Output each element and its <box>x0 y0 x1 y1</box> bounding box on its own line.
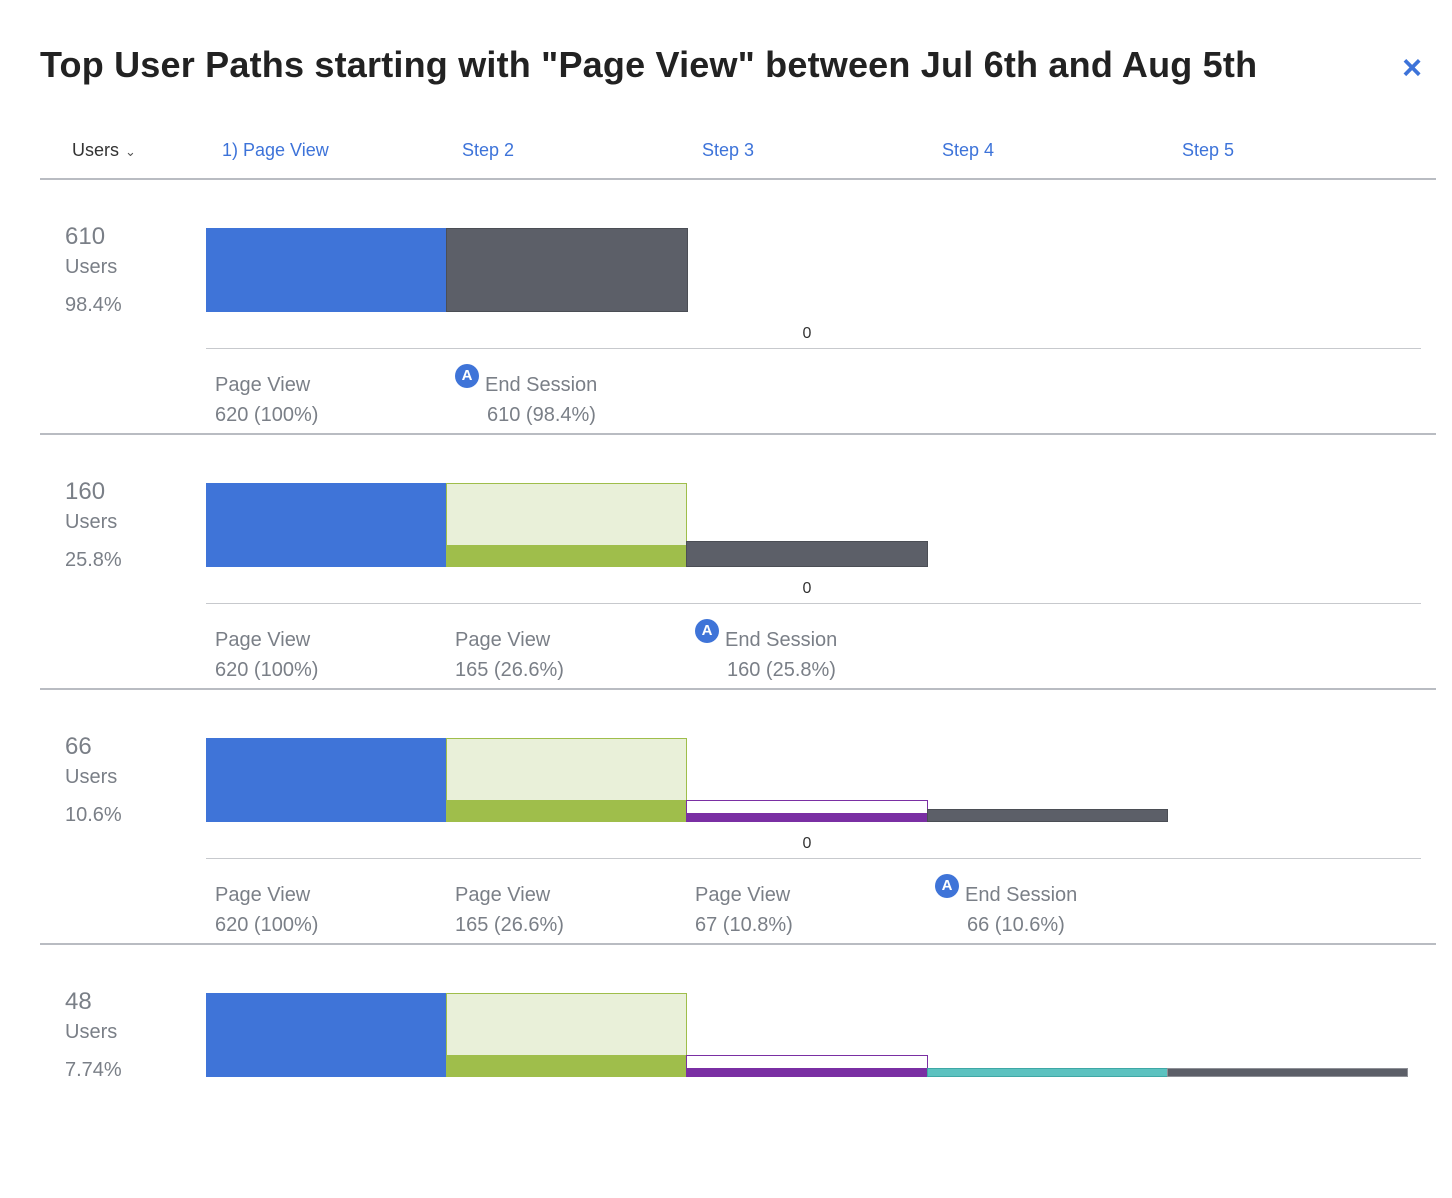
step-header-3[interactable]: Step 3 <box>702 140 755 160</box>
step-label: Page View 165 (26.6%) <box>455 625 564 685</box>
step-name: Page View <box>215 884 311 906</box>
path-stats: 610 Users 98.4% <box>65 222 122 320</box>
path-users-label: Users <box>65 766 118 788</box>
axis-zero-label: 0 <box>802 835 812 852</box>
step-name: End Session <box>485 374 598 396</box>
bar-page-view-step-1[interactable] <box>206 483 446 567</box>
bar-page-view-step-3-fill <box>686 813 928 822</box>
step-name: Page View <box>695 884 791 906</box>
step-value: 620 (100%) <box>215 404 319 426</box>
path-users-label: Users <box>65 1021 118 1043</box>
step-label: Page View 67 (10.8%) <box>695 880 793 940</box>
step-value: 160 (25.8%) <box>727 659 836 681</box>
amplitude-icon: A <box>935 874 959 898</box>
bar-page-view-step-3-fill <box>686 1068 928 1077</box>
close-icon[interactable]: × <box>1402 49 1422 87</box>
bar-end-session[interactable] <box>1167 1068 1408 1077</box>
step-name: Page View <box>215 629 311 651</box>
step-label-end-session: A End Session 160 (25.8%) <box>695 619 838 685</box>
step-label-end-session: A End Session 610 (98.4%) <box>455 364 598 430</box>
path-users-count: 66 <box>65 733 92 760</box>
bar-page-view-step-1[interactable] <box>206 228 446 312</box>
path-percent: 10.6% <box>65 804 122 826</box>
step-name: End Session <box>725 629 838 651</box>
bar-end-session[interactable] <box>927 809 1168 822</box>
path-users-count: 610 <box>65 223 106 250</box>
step-value: 610 (98.4%) <box>487 404 596 426</box>
step-label-end-session: A End Session 66 (10.6%) <box>935 874 1078 940</box>
bar-page-view-step-1[interactable] <box>206 738 446 822</box>
step-name: Page View <box>455 629 551 651</box>
path-percent: 98.4% <box>65 294 122 316</box>
metric-label: Users <box>72 140 120 160</box>
bar-step-4[interactable] <box>927 1068 1168 1077</box>
bar-end-session[interactable] <box>686 541 928 567</box>
bar-page-view-step-1[interactable] <box>206 993 446 1077</box>
bar-page-view-step-2-fill <box>446 545 687 567</box>
step-name: Page View <box>455 884 551 906</box>
path-row[interactable]: 66 Users 10.6% 0 Page View 620 (100%) Pa… <box>40 688 1436 945</box>
axis-line <box>206 603 1421 604</box>
step-header-5[interactable]: Step 5 <box>1182 140 1235 160</box>
step-header-1[interactable]: 1) Page View <box>222 140 329 160</box>
amplitude-icon: A <box>695 619 719 643</box>
path-percent: 7.74% <box>65 1059 122 1081</box>
path-row[interactable]: 48 Users 7.74% <box>40 943 1436 1198</box>
step-header: Users ⌄ 1) Page View Step 2 Step 3 Step 4… <box>40 138 1436 180</box>
path-stats: 160 Users 25.8% <box>65 477 122 575</box>
axis-zero-label: 0 <box>802 580 812 597</box>
path-users-label: Users <box>65 511 118 533</box>
path-stats: 48 Users 7.74% <box>65 987 122 1085</box>
path-percent: 25.8% <box>65 549 122 571</box>
step-header-2[interactable]: Step 2 <box>462 140 515 160</box>
metric-dropdown[interactable]: Users ⌄ <box>72 140 136 161</box>
step-value: 66 (10.6%) <box>967 914 1065 936</box>
step-value: 165 (26.6%) <box>455 914 564 936</box>
bar-page-view-step-2-fill <box>446 800 687 822</box>
step-name: Page View <box>215 374 311 396</box>
step-value: 620 (100%) <box>215 659 319 681</box>
chevron-down-icon: ⌄ <box>125 144 136 159</box>
step-header-4[interactable]: Step 4 <box>942 140 995 160</box>
step-name: End Session <box>965 884 1078 906</box>
path-row[interactable]: 610 Users 98.4% 0 Page View 620 (100%) A… <box>40 178 1436 435</box>
path-stats: 66 Users 10.6% <box>65 732 122 830</box>
step-value: 165 (26.6%) <box>455 659 564 681</box>
page-title: Top User Paths starting with "Page View"… <box>40 44 1258 85</box>
bar-page-view-step-2-fill <box>446 1055 687 1077</box>
amplitude-icon: A <box>455 364 479 388</box>
step-label: Page View 620 (100%) <box>215 625 318 685</box>
step-label: Page View 620 (100%) <box>215 880 318 940</box>
path-users-count: 160 <box>65 478 106 505</box>
step-label: Page View 165 (26.6%) <box>455 880 564 940</box>
path-row[interactable]: 160 Users 25.8% 0 Page View 620 (100%) P… <box>40 433 1436 690</box>
axis-zero-label: 0 <box>802 325 812 342</box>
step-label: Page View 620 (100%) <box>215 370 318 430</box>
step-value: 620 (100%) <box>215 914 319 936</box>
step-value: 67 (10.8%) <box>695 914 793 936</box>
axis-line <box>206 348 1421 349</box>
path-users-label: Users <box>65 256 118 278</box>
bar-end-session[interactable] <box>446 228 688 312</box>
axis-line <box>206 858 1421 859</box>
path-users-count: 48 <box>65 988 92 1015</box>
